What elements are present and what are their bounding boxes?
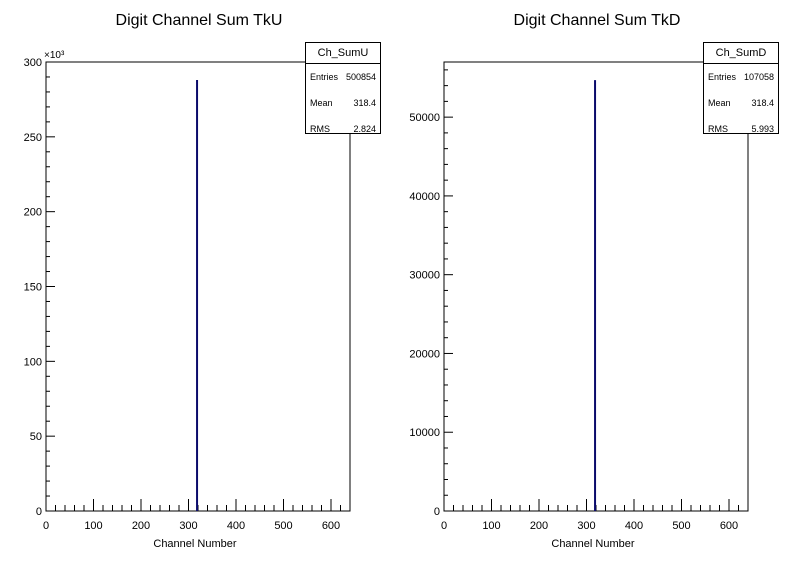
x-tick-label: 600: [720, 520, 738, 532]
x-tick-label: 400: [625, 520, 643, 532]
stats-label: Mean: [708, 98, 731, 108]
stats-label: RMS: [708, 124, 728, 134]
x-axis-label: Channel Number: [551, 538, 634, 550]
stats-value: 318.4: [353, 98, 376, 108]
x-tick-label: 200: [132, 520, 150, 532]
stats-row-entries: Entries 107058: [704, 64, 778, 90]
x-tick-label: 200: [530, 520, 548, 532]
x-tick-label: 0: [43, 520, 49, 532]
x-axis-label: Channel Number: [153, 538, 236, 550]
x-tick-label: 100: [482, 520, 500, 532]
histogram-chart-left: 0 100 200 300 400 500 600050100150200250300×10…: [24, 50, 351, 550]
x-tick-label: 500: [672, 520, 690, 532]
stats-row-entries: Entries 500854: [306, 64, 380, 90]
x-tick-label: 500: [274, 520, 292, 532]
right-pad: Digit Channel Sum TkD 0 100 200 300 400 500 60…: [398, 0, 796, 574]
stats-label: Entries: [310, 72, 339, 82]
histogram-chart-right: 0 100 200 300 400 500 600 0 10000 20000 30000 40000…: [409, 61, 749, 550]
stats-value: 107058: [743, 72, 774, 82]
y-tick-label: 100: [24, 356, 42, 368]
left-pad: Digit Channel Sum TkU 0 100 200 300 400 500 60…: [24, 12, 381, 550]
x-tick-label: 400: [227, 520, 245, 532]
stats-box: Ch_SumU Entries 500854 Mean 318.4 RMS 2.…: [305, 42, 381, 134]
stats-value: 2.824: [353, 124, 376, 134]
stats-row-mean: Mean 318.4: [306, 90, 380, 116]
x-tick-label: 300: [179, 520, 197, 532]
y-tick-label: 50000: [409, 112, 440, 124]
stats-box: Ch_SumD Entries 107058 Mean 318.4 RMS 5.…: [703, 42, 779, 134]
stats-row-mean: Mean 318.4: [704, 90, 778, 116]
y-tick-label: 200: [24, 207, 42, 219]
x-tick-label: 0: [441, 520, 447, 532]
stats-label: Entries: [708, 72, 737, 82]
y-tick-label: 0: [434, 506, 440, 518]
stats-row-rms: RMS 2.824: [306, 116, 380, 142]
chart-title: Digit Channel Sum TkU: [115, 12, 283, 29]
stats-value: 318.4: [751, 98, 774, 108]
stats-label: RMS: [310, 124, 330, 134]
stats-value: 500854: [345, 72, 376, 82]
stats-name: Ch_SumU: [306, 43, 380, 64]
y-tick-label: 300: [24, 57, 42, 69]
x-tick-label: 300: [577, 520, 595, 532]
x-tick-label: 100: [84, 520, 102, 532]
y-tick-label: 150: [24, 282, 42, 294]
stats-label: Mean: [310, 98, 333, 108]
x-tick-label: 600: [322, 520, 340, 532]
y-tick-label: 20000: [409, 348, 440, 360]
y-tick-label: 30000: [409, 270, 440, 282]
chart-title: Digit Channel Sum TkD: [513, 12, 681, 29]
stats-name: Ch_SumD: [704, 43, 778, 64]
y-tick-label: 0: [36, 506, 42, 518]
stats-row-rms: RMS 5.993: [704, 116, 778, 142]
y-tick-label: 40000: [409, 191, 440, 203]
y-exponent-label: ×10³: [44, 50, 65, 61]
y-tick-label: 250: [24, 132, 42, 144]
stats-value: 5.993: [751, 124, 774, 134]
y-tick-label: 10000: [409, 427, 440, 439]
y-tick-label: 50: [30, 431, 42, 443]
